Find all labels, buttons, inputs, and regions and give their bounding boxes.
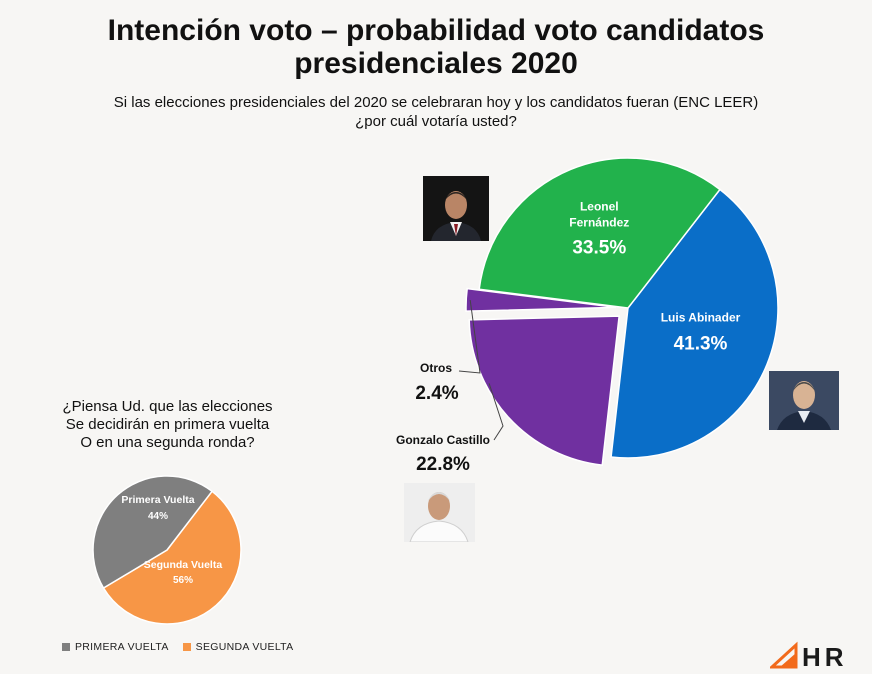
gonzalo-castillo-photo — [404, 483, 475, 542]
pie-slice-primera-vuelta — [92, 475, 214, 590]
label-luis: Luis Abinader — [661, 310, 741, 324]
logo-text: HR — [802, 642, 848, 669]
value-otros: 2.4% — [415, 383, 458, 404]
value-segunda-vuelta: 56% — [173, 575, 193, 586]
legend-item-primera: PRIMERA VUELTA — [62, 641, 169, 653]
label-leonel-line1: Leonel — [580, 200, 619, 214]
luis-abinader-photo — [769, 371, 839, 430]
legend-label-primera: PRIMERA VUELTA — [75, 641, 169, 653]
question-line-1: ¿Piensa Ud. que las elecciones — [62, 398, 273, 415]
runoff-question: ¿Piensa Ud. que las elecciones Se decidi… — [20, 398, 315, 452]
pie-slice-luis-abinader — [610, 188, 779, 459]
subtitle-line-1: Si las elecciones presidenciales del 202… — [113, 94, 759, 111]
pie-slice-segunda-vuelta — [102, 490, 242, 625]
pie-slice-leonel-fernandez — [478, 157, 721, 309]
question-line-3: O en una segunda ronda? — [80, 434, 255, 451]
legend-item-segunda: SEGUNDA VUELTA — [182, 641, 294, 653]
value-luis: 41.3% — [674, 333, 728, 354]
leader-line-gonzalo — [488, 383, 504, 441]
leonel-fernandez-photo — [423, 176, 489, 241]
label-otros: Otros — [420, 361, 452, 375]
hr-logo: HR — [768, 641, 860, 672]
legend-swatch-segunda — [182, 643, 191, 651]
vote-intention-pie — [465, 157, 779, 466]
value-leonel: 33.5% — [572, 238, 626, 259]
value-primera-vuelta: 44% — [148, 511, 168, 522]
value-gonzalo: 22.8% — [416, 454, 470, 475]
subtitle-line-2: ¿por cuál votaría usted? — [355, 113, 517, 130]
chart-subtitle: Si las elecciones presidenciales del 202… — [0, 93, 872, 131]
legend-swatch-primera — [62, 643, 70, 651]
vote-intention-labels: Leonel Fernández 33.5% Luis Abinader 41.3% Ot… — [396, 200, 741, 475]
page-title: Intención voto – probabilidad voto candi… — [107, 14, 765, 80]
pie-slice-otros — [465, 287, 617, 312]
runoff-pie — [92, 475, 242, 625]
runoff-legend: PRIMERA VUELTA SEGUNDA VUELTA — [62, 641, 293, 653]
legend-label-segunda: SEGUNDA VUELTA — [195, 641, 294, 653]
leader-line-otros — [458, 299, 481, 374]
runoff-labels: Primera Vuelta 44% Segunda Vuelta 56% — [121, 494, 222, 586]
label-gonzalo: Gonzalo Castillo — [396, 433, 490, 447]
label-primera-vuelta: Primera Vuelta — [121, 494, 194, 506]
question-line-2: Se decidirán en primera vuelta — [65, 416, 270, 433]
pie-slice-gonzalo-castillo — [468, 315, 620, 466]
label-leonel-line2: Fernández — [569, 216, 629, 230]
label-segunda-vuelta: Segunda Vuelta — [144, 559, 223, 571]
